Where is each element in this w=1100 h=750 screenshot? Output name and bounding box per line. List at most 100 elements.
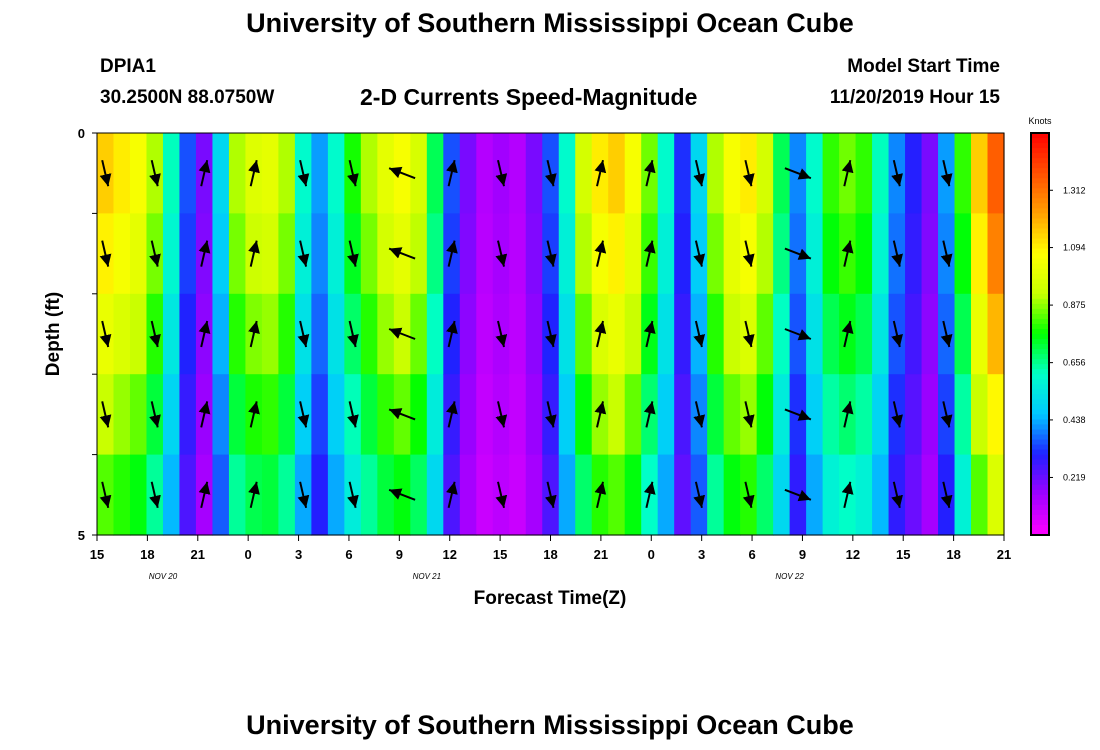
station-id: DPIA1 — [100, 56, 156, 77]
current-arrow — [297, 159, 310, 187]
heat-cell — [311, 213, 329, 295]
heat-cell — [855, 454, 873, 536]
heat-cell — [773, 293, 791, 375]
heat-cell — [806, 293, 824, 375]
heat-cell — [773, 133, 791, 214]
heat-cell — [212, 293, 230, 375]
colorbar-swatch — [1031, 424, 1049, 431]
heat-cell — [905, 213, 923, 295]
current-arrow — [99, 320, 112, 348]
heat-cell — [113, 293, 131, 375]
colorbar-swatch — [1031, 323, 1049, 330]
colorbar-swatch — [1031, 344, 1049, 350]
heat-cell — [723, 293, 741, 375]
heat-cell — [129, 213, 148, 295]
heat-cell — [509, 454, 527, 536]
current-arrow — [495, 240, 508, 267]
current-arrow — [784, 408, 812, 421]
heat-cell — [905, 133, 923, 214]
colorbar-swatch — [1031, 459, 1049, 466]
heat-cell — [113, 133, 131, 214]
current-arrow — [594, 240, 607, 267]
heat-cell — [278, 133, 296, 214]
y-axis: 05 — [78, 126, 97, 543]
colorbar-unit: Knots — [1028, 116, 1052, 126]
colorbar-swatch — [1031, 339, 1049, 345]
heat-cell — [756, 454, 774, 536]
colorbar-swatch — [1031, 474, 1049, 481]
heat-cell — [261, 213, 279, 295]
heat-cell — [723, 454, 741, 536]
heat-cell — [954, 374, 972, 456]
current-arrow — [495, 320, 508, 348]
current-arrow — [891, 481, 903, 509]
colorbar-swatch — [1031, 499, 1049, 506]
heat-cell — [377, 133, 395, 214]
heat-cell — [459, 213, 477, 295]
colorbar-swatch — [1031, 454, 1049, 461]
heat-cell — [509, 133, 527, 214]
colorbar-swatch — [1031, 514, 1049, 521]
heat-cell — [360, 293, 378, 375]
x-tick-label: 0 — [245, 547, 252, 562]
colorbar-swatch — [1031, 293, 1049, 300]
heat-cell — [377, 374, 395, 456]
current-arrow — [149, 401, 161, 428]
y-axis-title: Depth (ft) — [43, 292, 64, 376]
heat-cell — [707, 374, 725, 456]
current-arrow — [297, 481, 310, 509]
heat-cell — [624, 374, 642, 456]
heat-cell — [756, 293, 774, 375]
heat-cell — [179, 133, 197, 214]
current-arrow — [544, 401, 557, 428]
x-tick-label: 15 — [896, 547, 910, 562]
heat-cell — [278, 213, 296, 295]
heat-cell — [872, 454, 890, 536]
colorbar-swatch — [1031, 469, 1049, 476]
current-arrow — [347, 159, 359, 187]
current-arrow — [99, 240, 112, 267]
current-arrow — [693, 159, 706, 187]
current-arrow — [891, 240, 903, 267]
heat-cell — [360, 133, 378, 214]
heat-cell — [327, 454, 345, 536]
heat-cell — [327, 133, 345, 214]
heat-cell — [410, 133, 428, 214]
x-tick-label: 3 — [698, 547, 705, 562]
heat-cell — [971, 293, 989, 375]
current-arrow — [297, 401, 310, 428]
heat-cell — [971, 133, 989, 214]
heat-cell — [575, 133, 593, 214]
heat-cell — [212, 133, 230, 214]
heat-cell — [179, 374, 197, 456]
heat-cell — [278, 293, 296, 375]
current-arrow — [784, 328, 812, 341]
heat-cell — [855, 133, 873, 214]
heat-cell — [377, 213, 395, 295]
current-arrow — [742, 320, 755, 348]
model-start-label: Model Start Time — [847, 56, 1000, 77]
colorbar-swatch — [1031, 389, 1049, 395]
colorbar-swatch — [1031, 354, 1049, 360]
heat-cell — [872, 213, 890, 295]
heat-cell — [822, 293, 840, 375]
colorbar-swatch — [1031, 163, 1049, 169]
current-arrow — [446, 481, 458, 509]
colorbar-swatch — [1031, 313, 1049, 320]
current-vectors — [99, 159, 953, 509]
colorbar-swatch — [1031, 308, 1049, 315]
colorbar-swatch — [1031, 253, 1049, 260]
colorbar-swatch — [1031, 153, 1049, 159]
colorbar-swatch — [1031, 429, 1049, 436]
heat-cell — [525, 454, 543, 536]
colorbar-tick-label: 0.656 — [1063, 358, 1086, 368]
colorbar-swatch — [1031, 238, 1049, 245]
heat-cell — [377, 454, 395, 536]
current-arrow — [693, 240, 706, 267]
colorbar-swatch — [1031, 148, 1049, 154]
heat-cell — [905, 454, 923, 536]
heat-cell — [525, 213, 543, 295]
x-tick-label: 15 — [90, 547, 104, 562]
current-arrow — [297, 240, 310, 267]
heat-cell — [608, 293, 626, 375]
